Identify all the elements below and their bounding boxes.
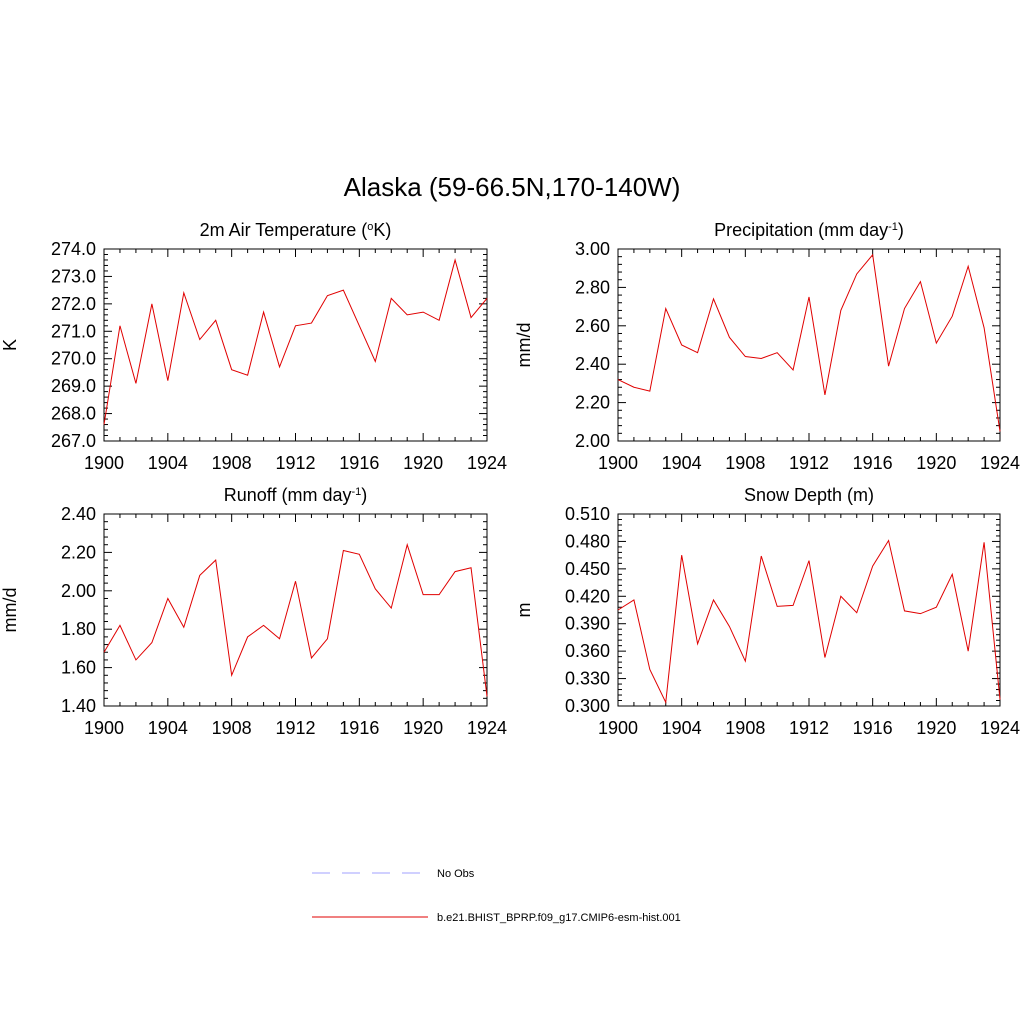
panel-title: Precipitation (mm day-1) <box>714 220 904 240</box>
panel-title-tail: K) <box>373 220 391 240</box>
y-tick-label: 0.480 <box>565 531 610 551</box>
x-tick-label: 1904 <box>148 453 188 473</box>
y-axis-label: mm/d <box>514 323 534 368</box>
x-tick-label: 1916 <box>339 718 379 738</box>
x-tick-label: 1912 <box>275 718 315 738</box>
x-tick-label: 1920 <box>916 453 956 473</box>
x-tick-label: 1900 <box>84 718 124 738</box>
y-tick-label: 2.80 <box>575 277 610 297</box>
x-tick-label: 1900 <box>84 453 124 473</box>
x-tick-label: 1904 <box>148 718 188 738</box>
y-tick-label: 274.0 <box>51 239 96 259</box>
y-tick-label: 0.300 <box>565 696 610 716</box>
plot-frame <box>103 248 488 442</box>
y-tick-label: 0.450 <box>565 559 610 579</box>
x-tick-label: 1920 <box>403 453 443 473</box>
series-line <box>617 253 1001 432</box>
y-tick-label: 270.0 <box>51 349 96 369</box>
panel-4: Snow Depth (m) m 1900 1904 1908 1912 1916 1920 1… <box>514 485 1020 738</box>
plot-frame <box>617 248 1001 442</box>
y-tick-label: 272.0 <box>51 294 96 314</box>
y-tick-label: 2.60 <box>575 316 610 336</box>
legend-label-model-run: b.e21.BHIST_BPRP.f09_g17.CMIP6-esm-hist.… <box>437 912 681 924</box>
x-tick-label: 1924 <box>980 453 1020 473</box>
x-tick-label: 1900 <box>598 718 638 738</box>
y-tick-label: 3.00 <box>575 239 610 259</box>
y-tick-label: 0.420 <box>565 586 610 606</box>
x-tick-label: 1916 <box>853 453 893 473</box>
y-tick-label: 0.390 <box>565 614 610 634</box>
x-tick-label: 1920 <box>403 718 443 738</box>
plot-frame <box>103 513 488 707</box>
y-tick-label: 0.360 <box>565 641 610 661</box>
panel-title: Snow Depth (m) <box>744 485 874 505</box>
panel-1: 2m Air Temperature (oK) K 1900 1904 1908 1912… <box>0 220 507 473</box>
panel-2: Precipitation (mm day-1) mm/d 1900 1904 1908… <box>514 220 1020 473</box>
panel-title-superscript: o <box>367 221 373 233</box>
y-axis-label: K <box>0 339 20 351</box>
legend-label-no-obs: No Obs <box>437 868 475 880</box>
panel-title: 2m Air Temperature (oK) <box>200 220 392 240</box>
y-tick-label: 1.60 <box>61 658 96 678</box>
x-tick-label: 1924 <box>980 718 1020 738</box>
panel-title-tail: ) <box>898 220 904 240</box>
y-tick-label: 2.40 <box>61 504 96 524</box>
panel-title: Runoff (mm day-1) <box>224 485 368 505</box>
x-tick-label: 1904 <box>662 718 702 738</box>
y-tick-label: 273.0 <box>51 266 96 286</box>
x-tick-label: 1908 <box>212 453 252 473</box>
legend: No Obs b.e21.BHIST_BPRP.f09_g17.CMIP6-es… <box>312 868 681 924</box>
panel-title-superscript: -1 <box>351 486 361 498</box>
y-tick-label: 269.0 <box>51 376 96 396</box>
y-tick-label: 0.330 <box>565 669 610 689</box>
x-tick-label: 1924 <box>467 453 507 473</box>
x-tick-label: 1908 <box>725 718 765 738</box>
y-tick-label: 1.40 <box>61 696 96 716</box>
x-tick-label: 1912 <box>275 453 315 473</box>
x-tick-label: 1912 <box>789 718 829 738</box>
x-tick-label: 1904 <box>662 453 702 473</box>
x-tick-label: 1900 <box>598 453 638 473</box>
y-tick-label: 267.0 <box>51 431 96 451</box>
main-title: Alaska (59-66.5N,170-140W) <box>344 172 681 202</box>
x-tick-label: 1908 <box>212 718 252 738</box>
y-tick-label: 2.20 <box>61 542 96 562</box>
series-line <box>103 258 488 425</box>
panel-3: Runoff (mm day-1) mm/d 1900 1904 1908 1912 191… <box>0 485 507 738</box>
y-tick-label: 2.00 <box>575 431 610 451</box>
y-tick-label: 0.510 <box>565 504 610 524</box>
series-line <box>103 542 488 697</box>
x-tick-label: 1920 <box>916 718 956 738</box>
x-tick-label: 1924 <box>467 718 507 738</box>
x-tick-label: 1916 <box>339 453 379 473</box>
y-axis-label: mm/d <box>0 588 20 633</box>
x-tick-label: 1916 <box>853 718 893 738</box>
y-axis-label: m <box>514 603 534 618</box>
y-tick-label: 2.40 <box>575 354 610 374</box>
panel-title-superscript: -1 <box>888 221 898 233</box>
y-tick-label: 2.00 <box>61 581 96 601</box>
x-tick-label: 1908 <box>725 453 765 473</box>
panels: 2m Air Temperature (oK) K 1900 1904 1908 1912… <box>0 220 1020 738</box>
y-tick-label: 268.0 <box>51 404 96 424</box>
y-tick-label: 271.0 <box>51 321 96 341</box>
y-tick-label: 2.20 <box>575 393 610 413</box>
panel-title-tail: ) <box>361 485 367 505</box>
series-line <box>617 539 1001 705</box>
y-tick-label: 1.80 <box>61 619 96 639</box>
x-tick-label: 1912 <box>789 453 829 473</box>
